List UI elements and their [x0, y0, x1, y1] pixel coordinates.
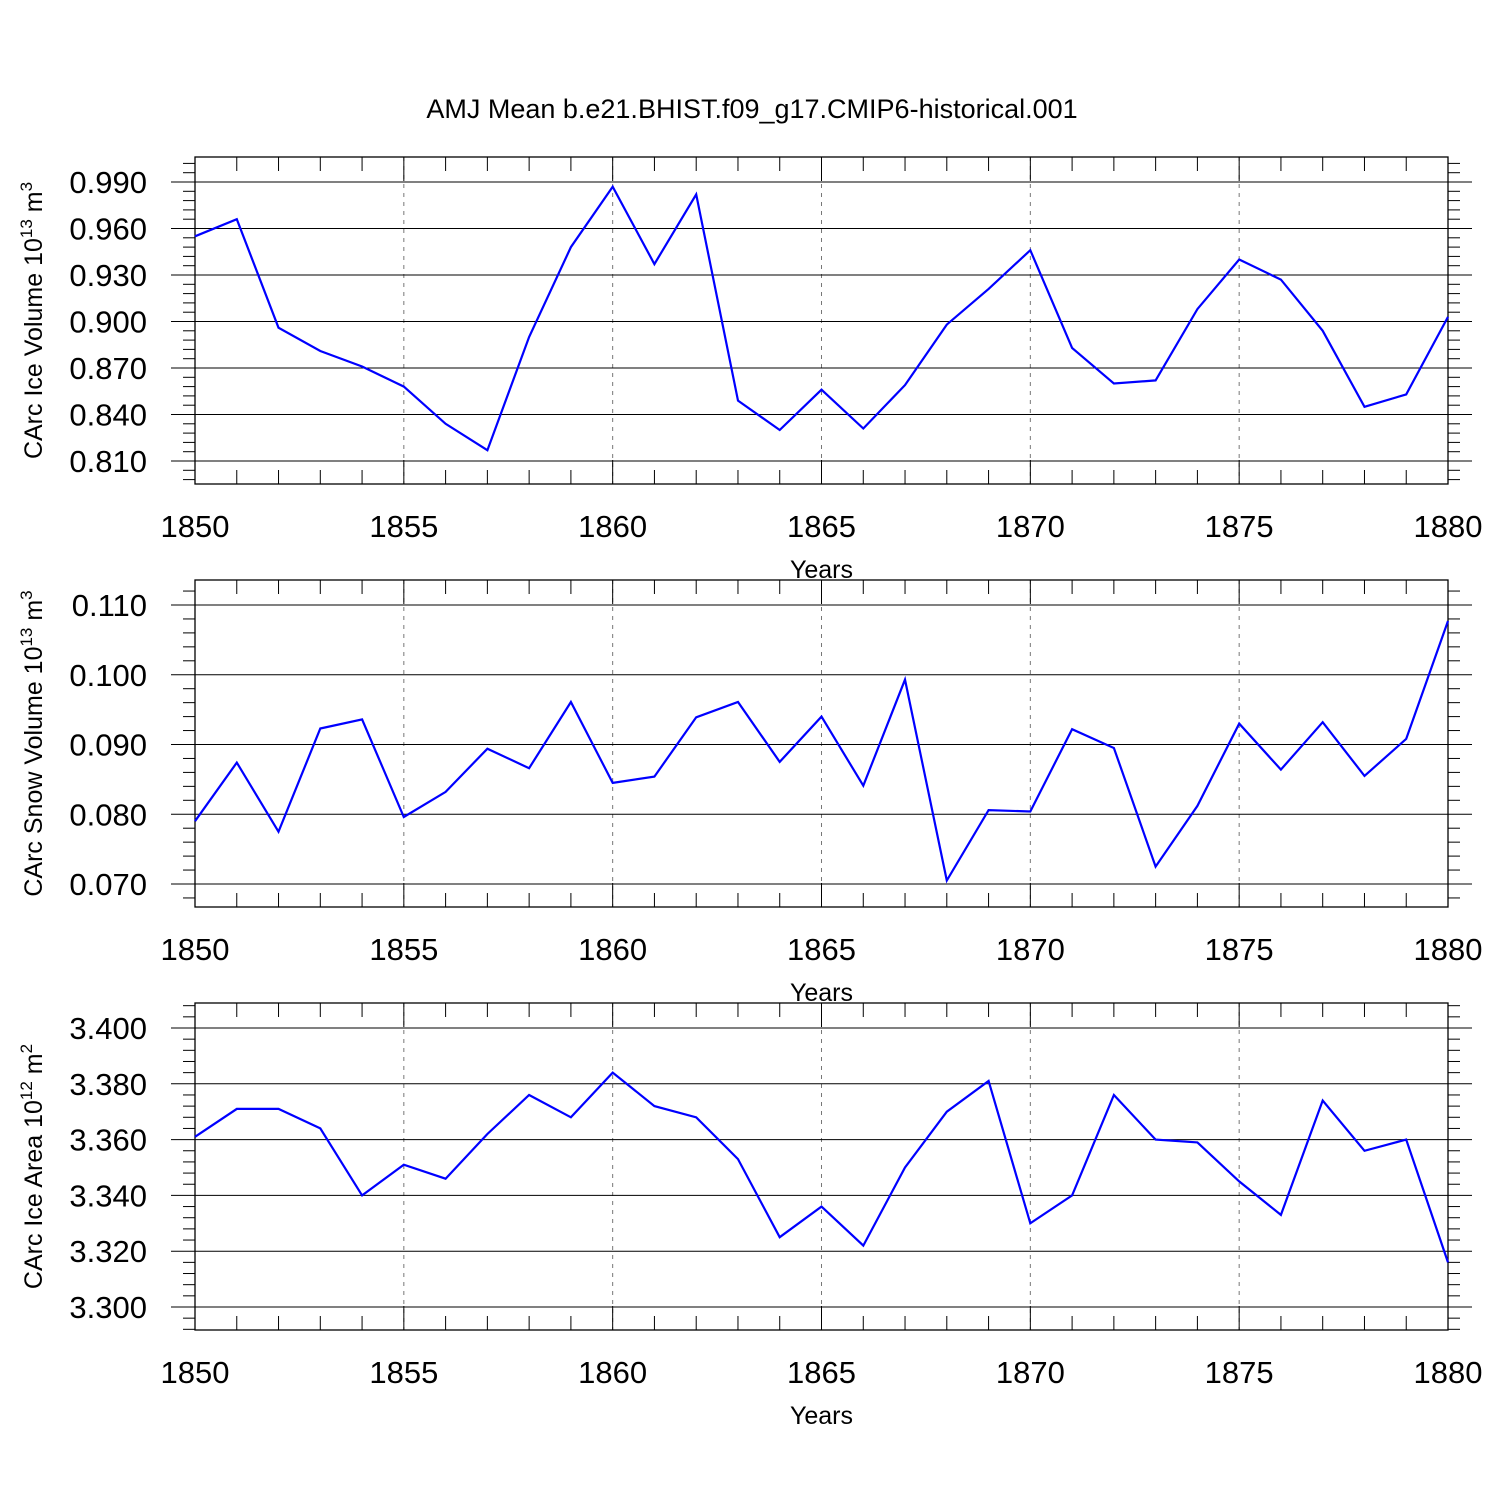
- series-line: [194, 1071, 1450, 1263]
- panel-1: 0.810 0.840 0.870 0.900 0.930 0.960 0.990 1850 1…: [17, 156, 1483, 584]
- x-axis-label: Years: [790, 1402, 853, 1430]
- x-tick-label: 1865: [787, 1355, 856, 1390]
- y-tick-label: 3.300: [69, 1290, 147, 1325]
- y-tick-label: 0.870: [69, 351, 147, 386]
- y-tick-label: 0.960: [69, 212, 147, 247]
- y-tick-label: 3.340: [69, 1178, 147, 1213]
- x-tick-label: 1855: [369, 509, 438, 544]
- x-tick-label: 1870: [996, 1355, 1065, 1390]
- y-tick-label: 0.070: [69, 867, 147, 902]
- panels: 0.810 0.840 0.870 0.900 0.930 0.960 0.990 1850 1…: [17, 156, 1483, 1430]
- y-axis-label: CArc Snow Volume 1013 m3: [17, 590, 48, 896]
- x-tick-label: 1880: [1414, 509, 1483, 544]
- x-tick-label: 1860: [578, 1355, 647, 1390]
- panel-3: 3.300 3.320 3.340 3.360 3.380 3.400 1850 1855 18…: [17, 1002, 1483, 1430]
- y-tick-label: 3.400: [69, 1011, 147, 1046]
- y-tick-label: 3.380: [69, 1067, 147, 1102]
- x-tick-label: 1855: [369, 932, 438, 967]
- series-line: [194, 184, 1449, 452]
- y-tick-label: 3.360: [69, 1123, 147, 1158]
- x-tick-label: 1850: [161, 1355, 230, 1390]
- x-tick-label: 1875: [1205, 932, 1274, 967]
- x-axis-label: Years: [790, 979, 853, 1007]
- y-tick-label: 3.320: [69, 1234, 147, 1269]
- x-tick-label: 1860: [578, 509, 647, 544]
- y-tick-label: 0.110: [72, 588, 147, 623]
- y-tick-label: 0.080: [69, 797, 147, 832]
- panel-2: 0.070 0.080 0.090 0.100 0.110 1850 1855 1860 186…: [17, 579, 1483, 1007]
- x-tick-label: 1875: [1205, 1355, 1274, 1390]
- x-tick-label: 1855: [369, 1355, 438, 1390]
- chart-title: AMJ Mean b.e21.BHIST.f09_g17.CMIP6-histo…: [426, 94, 1077, 124]
- x-tick-label: 1875: [1205, 509, 1274, 544]
- y-tick-label: 0.990: [69, 165, 147, 200]
- y-tick-label: 0.900: [69, 305, 147, 340]
- y-tick-label: 0.090: [69, 728, 147, 763]
- x-tick-label: 1850: [161, 932, 230, 967]
- y-tick-label: 0.840: [69, 398, 147, 433]
- plot-frame: [194, 1002, 1449, 1331]
- series-line: [194, 620, 1450, 884]
- plot-frame: [194, 156, 1449, 485]
- x-tick-label: 1870: [996, 509, 1065, 544]
- y-tick-label: 0.100: [69, 658, 147, 693]
- plot-frame: [194, 579, 1449, 908]
- y-axis-label: CArc Ice Area 1012 m2: [17, 1044, 48, 1289]
- x-tick-label: 1870: [996, 932, 1065, 967]
- y-tick-label: 0.930: [69, 258, 147, 293]
- y-tick-label: 0.810: [69, 444, 147, 479]
- x-tick-label: 1865: [787, 932, 856, 967]
- x-tick-label: 1865: [787, 509, 856, 544]
- x-axis-label: Years: [790, 556, 853, 584]
- x-tick-label: 1860: [578, 932, 647, 967]
- y-axis-label: CArc Ice Volume 1013 m3: [17, 182, 48, 459]
- x-tick-label: 1880: [1414, 932, 1483, 967]
- x-tick-label: 1850: [161, 509, 230, 544]
- x-tick-label: 1880: [1414, 1355, 1483, 1390]
